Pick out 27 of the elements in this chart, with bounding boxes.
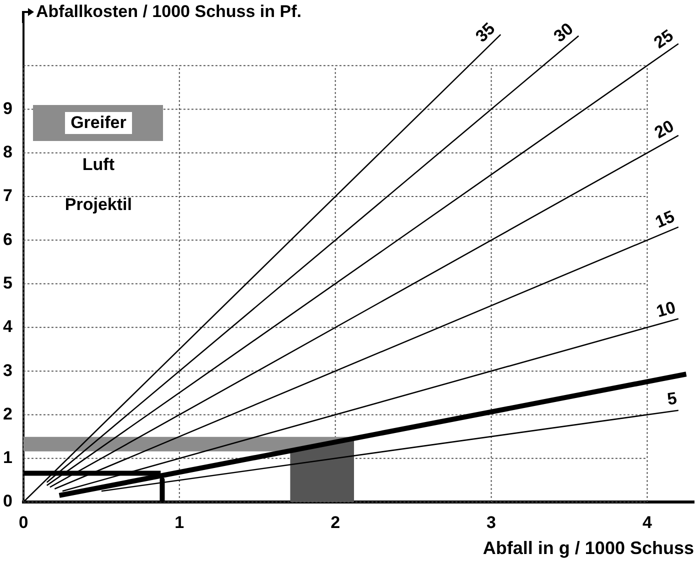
x-tick-label: 2 [330,512,340,532]
x-axis-title: Abfall in g / 1000 Schuss [482,538,694,558]
text: Greifer [64,112,132,134]
y-tick-label: 7 [2,186,12,206]
text: 30 [550,19,577,46]
text: 25 [650,26,677,52]
y-tick-label: 6 [2,230,12,249]
x-tick-label: 1 [174,512,184,532]
text: 5 [666,388,678,409]
y-tick-label: 1 [2,448,12,468]
annotation: Luft [81,154,116,176]
annotation: Projektil [64,194,133,216]
text: 10 [654,298,678,322]
text: 35 [472,19,499,46]
y-tick-label: 0 [2,492,12,511]
x-tick-label: 4 [642,512,652,532]
x-tick-label: 0 [18,512,28,532]
x-tick-label: 3 [486,512,496,532]
y-tick-label: 4 [2,317,13,336]
y-axis-title: Abfallkosten / 1000 Schuss in Pf. [36,2,302,21]
text: 15 [652,206,678,232]
y-tick-label: 8 [2,142,12,162]
y-tick-label: 3 [2,360,12,380]
text: 20 [651,116,678,142]
y-tick-label: 9 [2,98,12,118]
y-tick-label: 5 [2,273,12,292]
y-tick-label: 2 [2,404,12,424]
